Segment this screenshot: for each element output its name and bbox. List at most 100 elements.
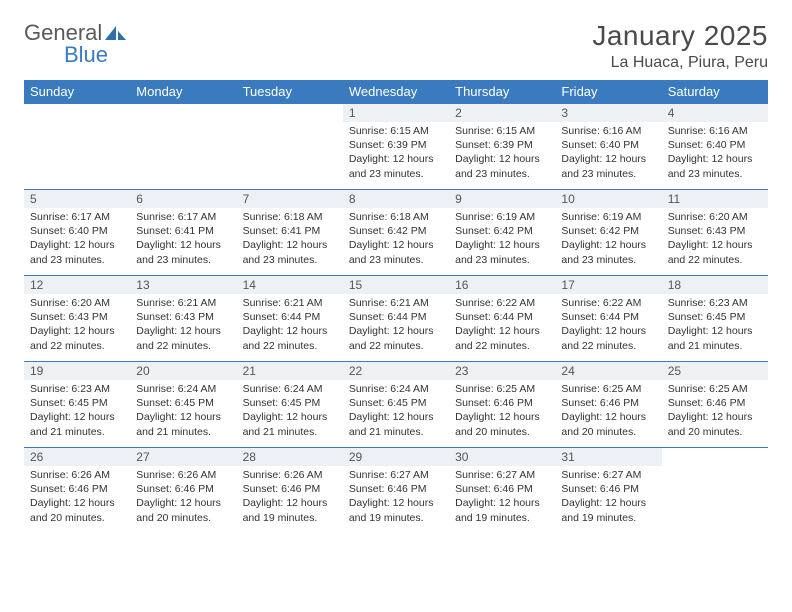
calendar-cell: 8 Sunrise: 6:18 AMSunset: 6:42 PMDaylight… <box>343 190 449 276</box>
day-details: Sunrise: 6:20 AMSunset: 6:43 PMDaylight:… <box>24 296 130 353</box>
day-number: 19 <box>24 362 130 380</box>
day-number: 31 <box>555 448 661 466</box>
title-block: January 2025 La Huaca, Piura, Peru <box>592 20 768 72</box>
day-number: 21 <box>237 362 343 380</box>
day-number: 24 <box>555 362 661 380</box>
calendar-cell: 4 Sunrise: 6:16 AMSunset: 6:40 PMDaylight… <box>662 104 768 190</box>
day-number: 2 <box>449 104 555 122</box>
calendar-cell: 29Sunrise: 6:27 AMSunset: 6:46 PMDayligh… <box>343 448 449 534</box>
calendar-cell: 14 Sunrise: 6:21 AMSunset: 6:44 PMDayligh… <box>237 276 343 362</box>
day-details: Sunrise: 6:26 AMSunset: 6:46 PMDaylight:… <box>24 468 130 525</box>
day-number: 30 <box>449 448 555 466</box>
day-details: Sunrise: 6:27 AMSunset: 6:46 PMDaylight:… <box>449 468 555 525</box>
day-details: Sunrise: 6:17 AMSunset: 6:40 PMDaylight:… <box>24 210 130 267</box>
day-details: Sunrise: 6:24 AMSunset: 6:45 PMDaylight:… <box>130 382 236 439</box>
day-details: Sunrise: 6:17 AMSunset: 6:41 PMDaylight:… <box>130 210 236 267</box>
day-details: Sunrise: 6:18 AMSunset: 6:41 PMDaylight:… <box>237 210 343 267</box>
calendar-cell: 5 Sunrise: 6:17 AMSunset: 6:40 PMDaylight… <box>24 190 130 276</box>
day-number: 14 <box>237 276 343 294</box>
calendar-cell: 27 Sunrise: 6:26 AMSunset: 6:46 PMDayligh… <box>130 448 236 534</box>
day-number: 6 <box>130 190 236 208</box>
calendar-cell-empty <box>24 104 130 190</box>
calendar-cell: 6 Sunrise: 6:17 AMSunset: 6:41 PMDaylight… <box>130 190 236 276</box>
calendar-cell: 21 Sunrise: 6:24 AMSunset: 6:45 PMDayligh… <box>237 362 343 448</box>
day-details: Sunrise: 6:23 AMSunset: 6:45 PMDaylight:… <box>24 382 130 439</box>
calendar-body: 1Sunrise: 6:15 AMSunset: 6:39 PMDaylight… <box>24 104 768 534</box>
calendar-cell: 24 Sunrise: 6:25 AMSunset: 6:46 PMDayligh… <box>555 362 661 448</box>
calendar-cell: 28 Sunrise: 6:26 AMSunset: 6:46 PMDayligh… <box>237 448 343 534</box>
day-number: 25 <box>662 362 768 380</box>
day-number: 16 <box>449 276 555 294</box>
day-number: 27 <box>130 448 236 466</box>
calendar-cell: 3 Sunrise: 6:16 AMSunset: 6:40 PMDaylight… <box>555 104 661 190</box>
weekday-header: Thursday <box>449 80 555 104</box>
calendar-head: SundayMondayTuesdayWednesdayThursdayFrid… <box>24 80 768 104</box>
day-details: Sunrise: 6:15 AMSunset: 6:39 PMDaylight:… <box>449 124 555 181</box>
day-number: 17 <box>555 276 661 294</box>
day-details: Sunrise: 6:19 AMSunset: 6:42 PMDaylight:… <box>449 210 555 267</box>
calendar-cell: 9 Sunrise: 6:19 AMSunset: 6:42 PMDaylight… <box>449 190 555 276</box>
day-details: Sunrise: 6:25 AMSunset: 6:46 PMDaylight:… <box>449 382 555 439</box>
calendar-cell: 31 Sunrise: 6:27 AMSunset: 6:46 PMDayligh… <box>555 448 661 534</box>
day-details: Sunrise: 6:26 AMSunset: 6:46 PMDaylight:… <box>130 468 236 525</box>
day-number: 5 <box>24 190 130 208</box>
day-details: Sunrise: 6:22 AMSunset: 6:44 PMDaylight:… <box>449 296 555 353</box>
header: GeneralBlue January 2025 La Huaca, Piura… <box>24 20 768 72</box>
day-details: Sunrise: 6:18 AMSunset: 6:42 PMDaylight:… <box>343 210 449 267</box>
day-details: Sunrise: 6:21 AMSunset: 6:44 PMDaylight:… <box>237 296 343 353</box>
weekday-header: Tuesday <box>237 80 343 104</box>
day-details: Sunrise: 6:21 AMSunset: 6:43 PMDaylight:… <box>130 296 236 353</box>
day-details: Sunrise: 6:25 AMSunset: 6:46 PMDaylight:… <box>555 382 661 439</box>
calendar-table: SundayMondayTuesdayWednesdayThursdayFrid… <box>24 80 768 534</box>
weekday-header: Sunday <box>24 80 130 104</box>
calendar-cell: 12 Sunrise: 6:20 AMSunset: 6:43 PMDayligh… <box>24 276 130 362</box>
day-details: Sunrise: 6:19 AMSunset: 6:42 PMDaylight:… <box>555 210 661 267</box>
day-number: 12 <box>24 276 130 294</box>
day-details: Sunrise: 6:15 AMSunset: 6:39 PMDaylight:… <box>343 124 449 181</box>
day-number: 4 <box>662 104 768 122</box>
calendar-cell: 7 Sunrise: 6:18 AMSunset: 6:41 PMDaylight… <box>237 190 343 276</box>
calendar-cell-empty <box>130 104 236 190</box>
day-number: 8 <box>343 190 449 208</box>
calendar-cell: 20 Sunrise: 6:24 AMSunset: 6:45 PMDayligh… <box>130 362 236 448</box>
day-number: 10 <box>555 190 661 208</box>
day-number: 18 <box>662 276 768 294</box>
calendar-cell: 22Sunrise: 6:24 AMSunset: 6:45 PMDayligh… <box>343 362 449 448</box>
weekday-header: Monday <box>130 80 236 104</box>
day-number: 11 <box>662 190 768 208</box>
weekday-header: Wednesday <box>343 80 449 104</box>
location: La Huaca, Piura, Peru <box>592 54 768 72</box>
day-number: 28 <box>237 448 343 466</box>
day-number: 22 <box>343 362 449 380</box>
calendar-cell: 25Sunrise: 6:25 AMSunset: 6:46 PMDayligh… <box>662 362 768 448</box>
day-number: 26 <box>24 448 130 466</box>
day-details: Sunrise: 6:24 AMSunset: 6:45 PMDaylight:… <box>237 382 343 439</box>
month-title: January 2025 <box>592 20 768 52</box>
day-number: 1 <box>343 104 449 122</box>
day-details: Sunrise: 6:16 AMSunset: 6:40 PMDaylight:… <box>555 124 661 181</box>
day-details: Sunrise: 6:22 AMSunset: 6:44 PMDaylight:… <box>555 296 661 353</box>
calendar-cell: 15Sunrise: 6:21 AMSunset: 6:44 PMDayligh… <box>343 276 449 362</box>
day-details: Sunrise: 6:16 AMSunset: 6:40 PMDaylight:… <box>662 124 768 181</box>
day-number: 3 <box>555 104 661 122</box>
calendar-cell: 11 Sunrise: 6:20 AMSunset: 6:43 PMDayligh… <box>662 190 768 276</box>
weekday-header: Saturday <box>662 80 768 104</box>
day-number: 13 <box>130 276 236 294</box>
calendar-cell: 19 Sunrise: 6:23 AMSunset: 6:45 PMDayligh… <box>24 362 130 448</box>
calendar-cell: 2 Sunrise: 6:15 AMSunset: 6:39 PMDaylight… <box>449 104 555 190</box>
calendar-cell: 30 Sunrise: 6:27 AMSunset: 6:46 PMDayligh… <box>449 448 555 534</box>
calendar-cell: 26 Sunrise: 6:26 AMSunset: 6:46 PMDayligh… <box>24 448 130 534</box>
day-details: Sunrise: 6:20 AMSunset: 6:43 PMDaylight:… <box>662 210 768 267</box>
calendar-cell: 16 Sunrise: 6:22 AMSunset: 6:44 PMDayligh… <box>449 276 555 362</box>
calendar-cell: 10 Sunrise: 6:19 AMSunset: 6:42 PMDayligh… <box>555 190 661 276</box>
day-details: Sunrise: 6:21 AMSunset: 6:44 PMDaylight:… <box>343 296 449 353</box>
calendar-cell: 13 Sunrise: 6:21 AMSunset: 6:43 PMDayligh… <box>130 276 236 362</box>
logo: GeneralBlue <box>24 20 128 68</box>
day-number: 9 <box>449 190 555 208</box>
day-details: Sunrise: 6:27 AMSunset: 6:46 PMDaylight:… <box>343 468 449 525</box>
day-number: 7 <box>237 190 343 208</box>
day-details: Sunrise: 6:27 AMSunset: 6:46 PMDaylight:… <box>555 468 661 525</box>
day-number: 20 <box>130 362 236 380</box>
calendar-cell: 23Sunrise: 6:25 AMSunset: 6:46 PMDayligh… <box>449 362 555 448</box>
day-details: Sunrise: 6:26 AMSunset: 6:46 PMDaylight:… <box>237 468 343 525</box>
